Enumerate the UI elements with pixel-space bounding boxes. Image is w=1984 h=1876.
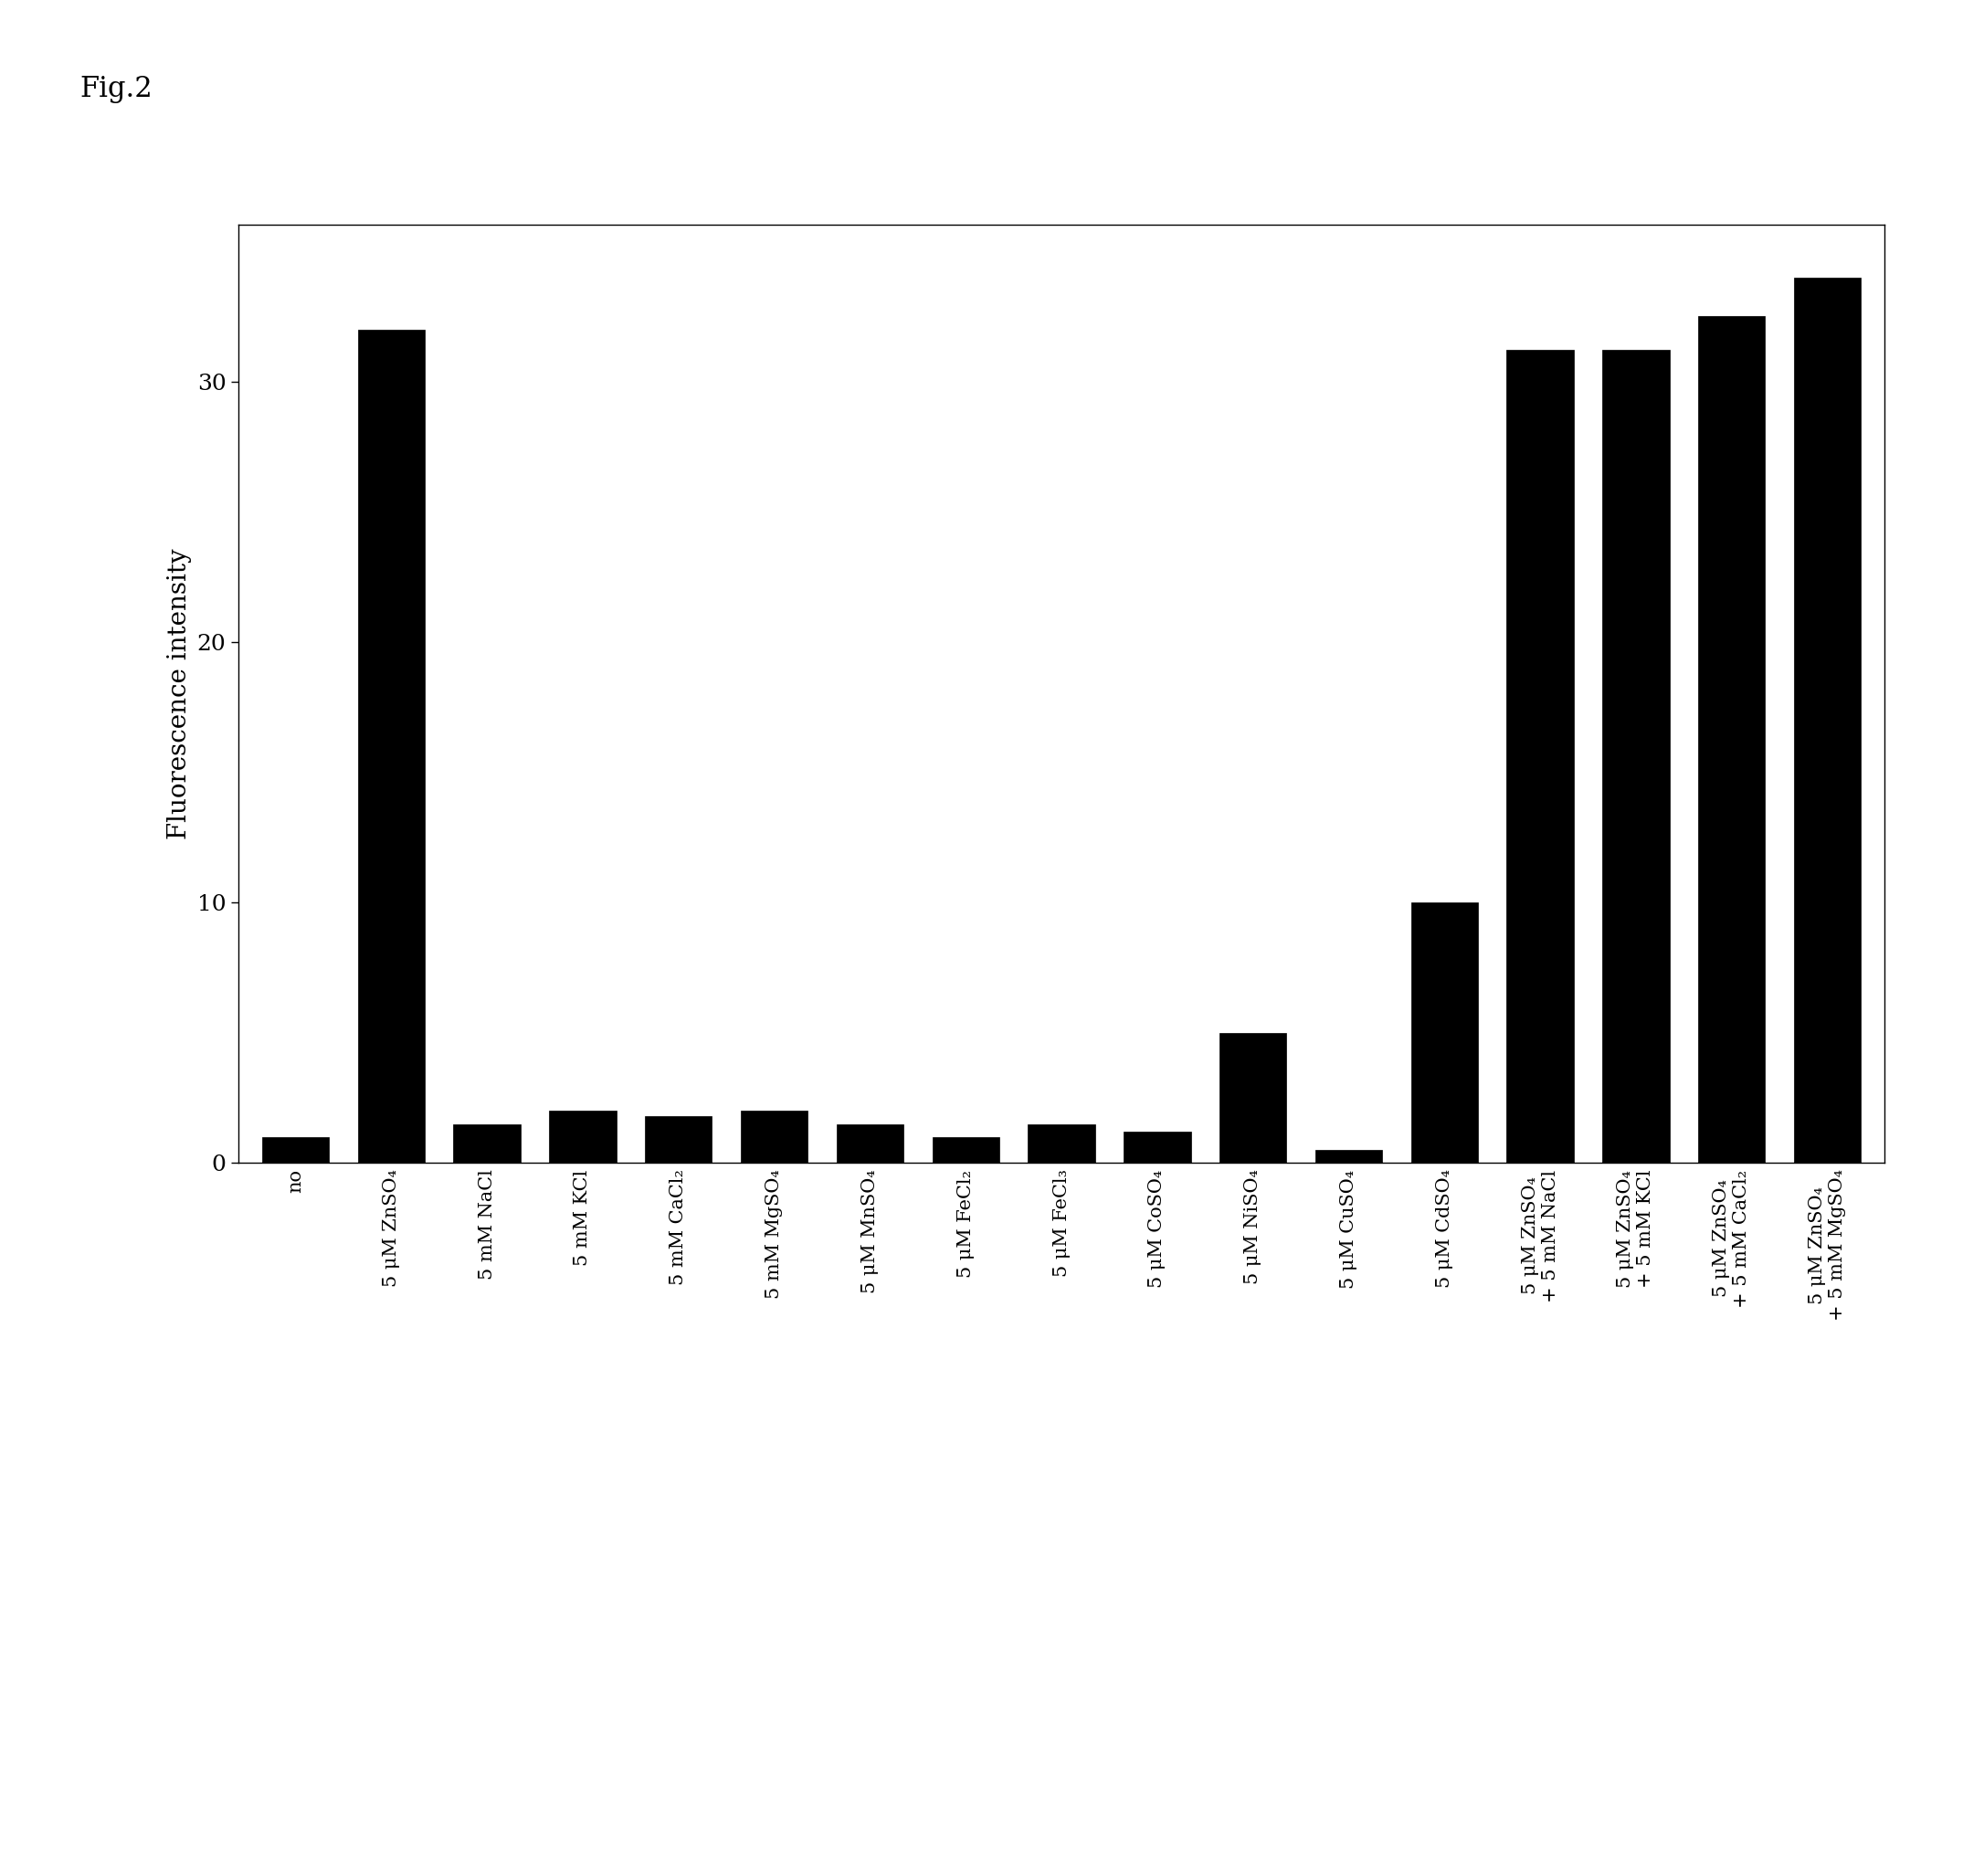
Bar <box>1315 1150 1383 1163</box>
Bar <box>1698 317 1766 1163</box>
Bar <box>1028 1124 1095 1163</box>
Bar <box>262 1137 329 1163</box>
Bar <box>1506 351 1573 1163</box>
Bar <box>1794 278 1861 1163</box>
Bar <box>740 1111 807 1163</box>
Bar <box>454 1124 520 1163</box>
Bar <box>550 1111 617 1163</box>
Bar <box>1123 1131 1190 1163</box>
Bar <box>645 1116 712 1163</box>
Bar <box>1603 351 1669 1163</box>
Text: Fig.2: Fig.2 <box>79 75 153 103</box>
Bar <box>932 1137 1000 1163</box>
Y-axis label: Fluorescence intensity: Fluorescence intensity <box>167 548 192 840</box>
Bar <box>1220 1034 1286 1163</box>
Bar <box>357 330 425 1163</box>
Bar <box>1411 902 1478 1163</box>
Bar <box>837 1124 903 1163</box>
